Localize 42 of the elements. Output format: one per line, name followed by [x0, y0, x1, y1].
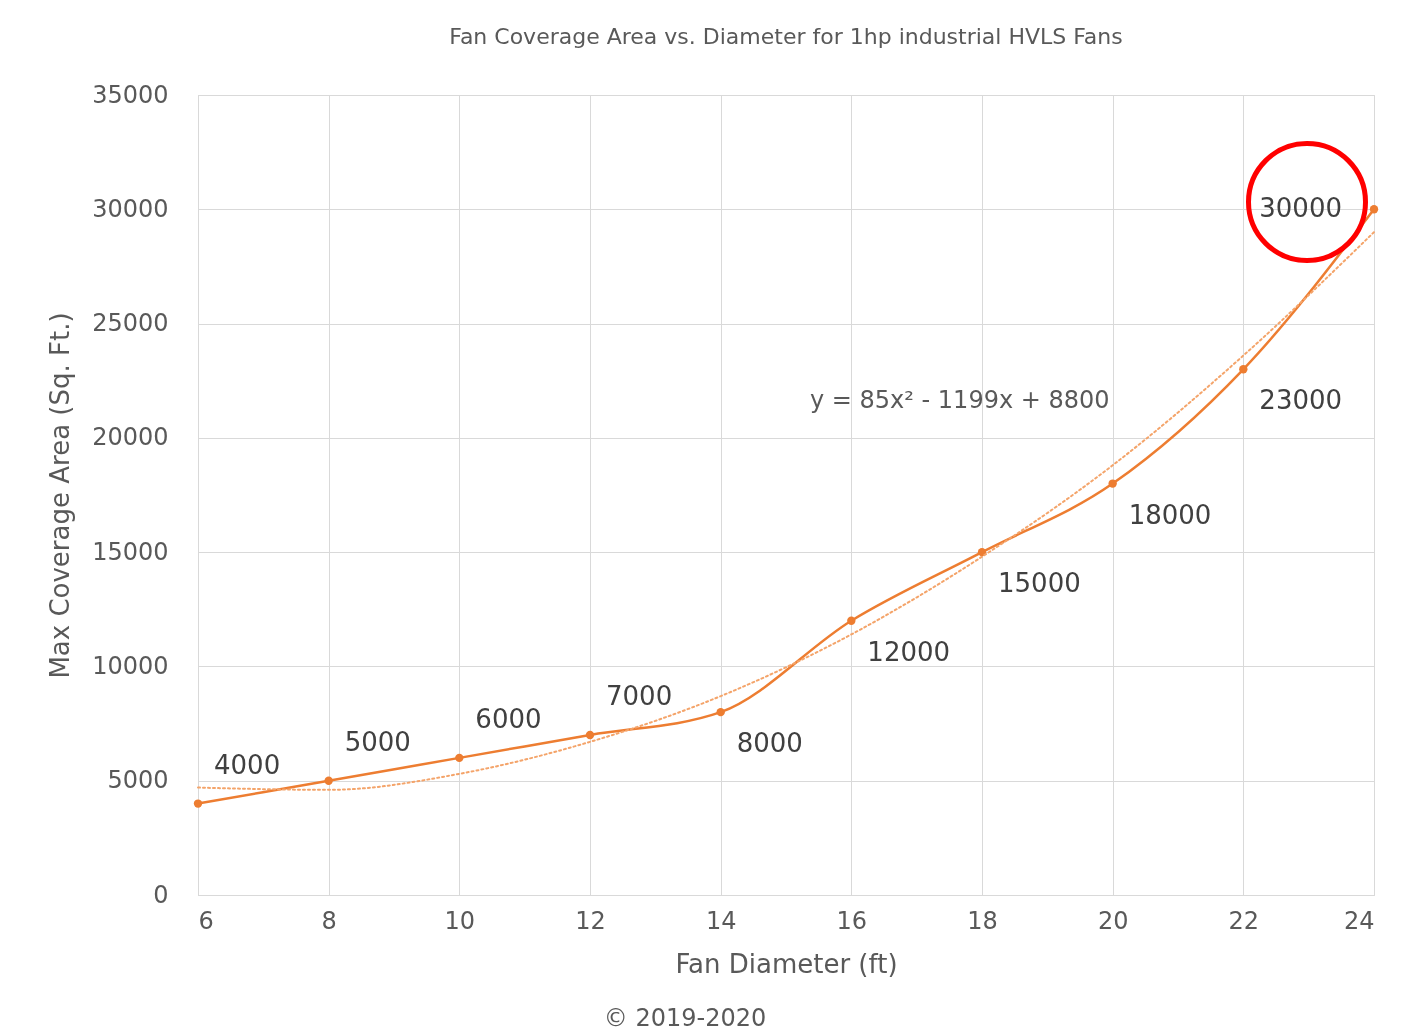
- x-tick-label: 18: [967, 906, 998, 935]
- y-tick-label: 30000: [92, 194, 169, 223]
- y-tick-label: 15000: [92, 537, 169, 566]
- data-label: 4000: [214, 749, 281, 780]
- data-label: 15000: [998, 568, 1081, 599]
- y-tick-label: 25000: [92, 309, 169, 338]
- data-label: 18000: [1128, 499, 1212, 530]
- x-tick-label: 6: [198, 906, 214, 935]
- x-tick-label: 10: [444, 906, 476, 935]
- y-tick-label: 35000: [92, 80, 169, 109]
- point: [193, 799, 203, 808]
- data-label: 30000: [1259, 193, 1342, 224]
- data-label: 5000: [344, 726, 411, 757]
- point: [324, 776, 333, 785]
- x-tick-label: 24: [1343, 906, 1375, 935]
- x-tick-label: 8: [321, 906, 337, 935]
- data-label: 7000: [606, 681, 673, 711]
- point: [1369, 205, 1379, 214]
- point: [455, 753, 464, 763]
- x-tick-label: 22: [1228, 906, 1260, 935]
- y-axis-title: Max Coverage Area (Sq. Ft.): [45, 312, 76, 679]
- point: [1239, 365, 1248, 374]
- text: © 2019-2020: [602, 1004, 768, 1032]
- data-label: 6000: [475, 703, 542, 734]
- y-tick-label: 20000: [92, 423, 169, 452]
- data-label: 12000: [867, 636, 951, 667]
- x-tick-label: 14: [705, 906, 737, 935]
- annotation: y = 85x² - 1199x + 8800: [810, 386, 1110, 414]
- point: [585, 730, 595, 740]
- chart-title: Fan Coverage Area vs. Diameter for 1hp industrial HVLS Fans: [449, 24, 1123, 49]
- point: [1108, 479, 1117, 488]
- x-axis-title: Fan Diameter (ft): [675, 948, 898, 979]
- point: [716, 707, 725, 717]
- point: [847, 616, 856, 625]
- data-label: 23000: [1259, 385, 1343, 416]
- y-tick-label: 0: [153, 880, 169, 909]
- y-tick-label: 10000: [92, 651, 169, 680]
- x-tick-label: 20: [1097, 906, 1129, 935]
- x-tick-label: 12: [575, 906, 606, 935]
- x-tick-label: 16: [836, 906, 868, 935]
- y-tick-label: 5000: [107, 766, 169, 795]
- data-label: 8000: [736, 728, 803, 759]
